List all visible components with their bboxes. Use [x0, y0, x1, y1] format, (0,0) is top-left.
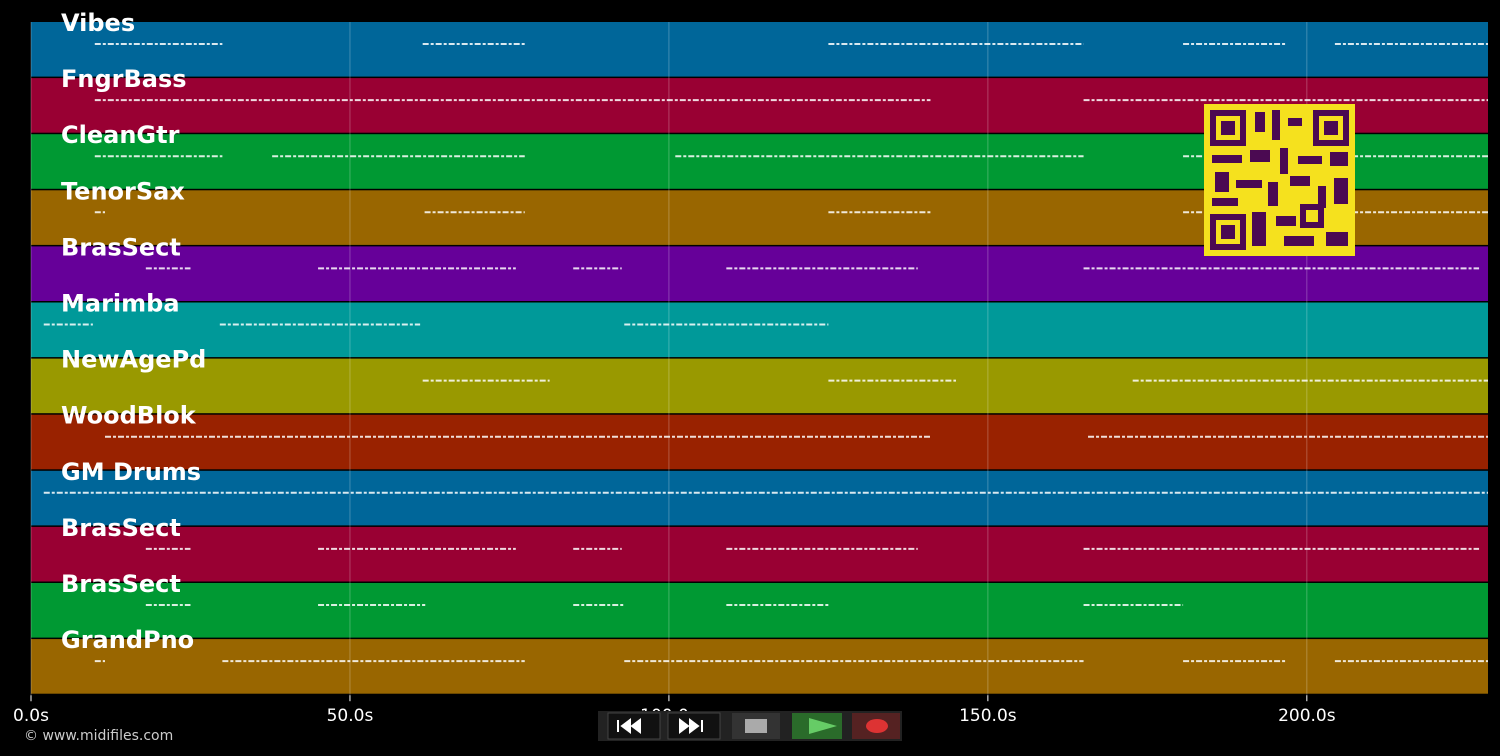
- play-button[interactable]: [792, 713, 842, 739]
- track-row: [31, 22, 1488, 77]
- track-row: [31, 639, 1488, 694]
- track-row: [31, 470, 1488, 526]
- track-row: [31, 302, 1488, 358]
- qr-code: [1204, 104, 1355, 256]
- tick-label: 200.0s: [1278, 706, 1336, 726]
- track-name: TenorSax: [61, 177, 185, 205]
- track-names: Vibes FngrBass CleanGtr TenorSax BrasSect Mar…: [61, 9, 206, 654]
- record-button[interactable]: [852, 713, 900, 739]
- tick-label: 150.0s: [959, 706, 1017, 726]
- track-name: CleanGtr: [61, 121, 180, 149]
- fast-forward-button[interactable]: [667, 712, 721, 740]
- track-row: [31, 414, 1488, 470]
- track-name: BrasSect: [61, 514, 181, 542]
- track-row: [31, 526, 1488, 582]
- track-name: Marimba: [61, 290, 180, 318]
- tick-label: 50.0s: [327, 706, 374, 726]
- footer-credit: © www.midifiles.com: [24, 728, 173, 744]
- tick-label: 0.0s: [13, 706, 49, 726]
- track-name: NewAgePd: [61, 346, 206, 374]
- track-name: WoodBlok: [61, 402, 197, 430]
- track-row: [31, 358, 1488, 414]
- track-row: [31, 583, 1488, 638]
- track-name: FngrBass: [61, 65, 187, 93]
- track-name: GM Drums: [61, 458, 201, 486]
- transport-controls: [598, 711, 902, 741]
- track-name: GrandPno: [61, 626, 194, 654]
- stop-button[interactable]: [732, 713, 780, 739]
- track-name: BrasSect: [61, 570, 181, 598]
- track-name: BrasSect: [61, 233, 181, 261]
- track-name: Vibes: [61, 9, 135, 37]
- rewind-button[interactable]: [607, 712, 661, 740]
